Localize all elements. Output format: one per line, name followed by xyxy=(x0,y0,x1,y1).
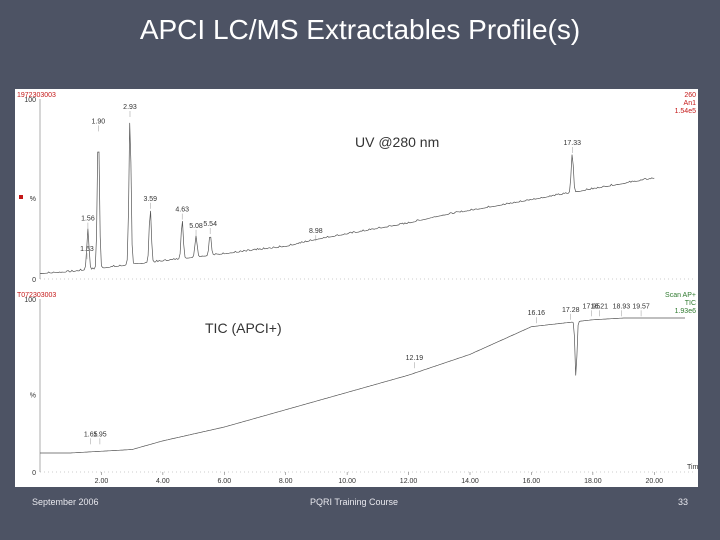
peak-label: 4.63 xyxy=(175,207,189,214)
peak-label: 1.65 xyxy=(84,431,98,438)
y-tick-label: % xyxy=(30,393,36,400)
trace-header-right: TIC xyxy=(685,300,696,307)
trace-line xyxy=(40,317,685,454)
page-number: 33 xyxy=(678,497,689,507)
slide-title: APCI LC/MS Extractables Profile(s) xyxy=(139,14,581,45)
peak-label: 1.95 xyxy=(93,431,107,438)
footer-course: PQRI Training Course xyxy=(310,497,399,507)
y-tick-label: 0 xyxy=(32,277,36,284)
trace-header-right: An1 xyxy=(684,100,697,107)
peak-label: 8.98 xyxy=(309,228,323,235)
y-tick-label: 100 xyxy=(24,297,36,304)
y-tick-label: % xyxy=(30,196,36,203)
x-tick-label: 8.00 xyxy=(279,478,293,485)
trace-annotation: UV @280 nm xyxy=(355,134,439,150)
trace-header-right: 1.54e5 xyxy=(675,108,697,115)
chromatogram-panel: 1972303003 260 An1 1.54e5 100% 0 1.53 1.56 1.90 2… xyxy=(15,89,698,487)
y-tick-label: 100 xyxy=(24,97,36,104)
peak-label: 17.28 xyxy=(562,307,580,314)
peak-label: 1.56 xyxy=(81,216,95,223)
peak-label: 3.59 xyxy=(143,196,157,203)
trace-id-label: 1972303003 xyxy=(17,92,56,99)
peak-label: 18.21 xyxy=(591,303,609,310)
trace-line xyxy=(39,122,655,274)
x-tick-label: 14.00 xyxy=(461,478,479,485)
peak-label: 12.19 xyxy=(406,355,424,362)
y-tick-label: 0 xyxy=(32,470,36,477)
trace-header-right: 260 xyxy=(684,92,696,99)
peak-label: 19.57 xyxy=(632,303,650,310)
x-tick-label: 10.00 xyxy=(338,478,356,485)
red-marker xyxy=(19,195,23,199)
peak-label: 2.93 xyxy=(123,104,137,111)
trace-id-label: T072303003 xyxy=(17,292,56,299)
trace-header-right: Scan AP+ xyxy=(665,292,696,299)
x-tick-label: 16.00 xyxy=(523,478,541,485)
peak-label: 1.53 xyxy=(80,246,94,253)
x-tick-label: 20.00 xyxy=(646,478,664,485)
x-tick-label: 12.00 xyxy=(400,478,418,485)
peak-label: 5.08 xyxy=(189,223,203,230)
peak-label: 17.95 xyxy=(583,303,601,310)
footer-date: September 2006 xyxy=(32,497,99,507)
trace-annotation: TIC (APCI+) xyxy=(205,320,282,336)
peak-label: 18.93 xyxy=(613,303,631,310)
peak-label: 17.33 xyxy=(564,140,582,147)
peak-label: 1.90 xyxy=(92,118,106,125)
x-tick-label: 2.00 xyxy=(95,478,109,485)
peak-label: 16.16 xyxy=(528,310,546,317)
x-tick-label: 18.00 xyxy=(584,478,602,485)
x-axis-label: Time xyxy=(687,464,698,471)
trace-header-right: 1.93e6 xyxy=(675,308,697,315)
x-tick-label: 6.00 xyxy=(217,478,231,485)
x-tick-label: 4.00 xyxy=(156,478,170,485)
peak-label: 5.54 xyxy=(203,221,217,228)
